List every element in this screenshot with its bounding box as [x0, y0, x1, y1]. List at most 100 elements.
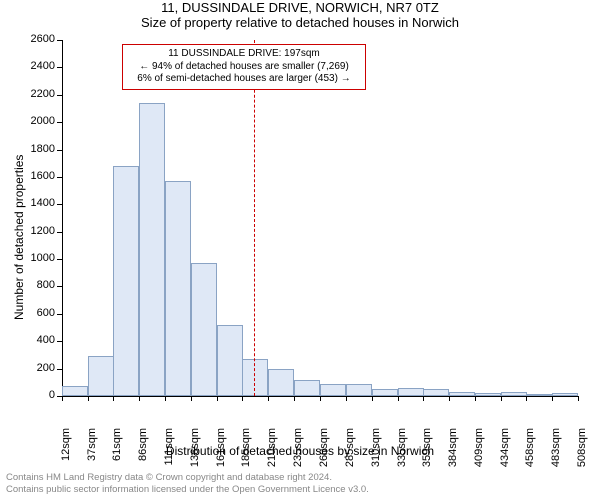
xtick-label: 235sqm — [292, 428, 304, 472]
histogram-bar — [88, 356, 114, 396]
xtick-mark — [423, 396, 424, 401]
ytick-label: 2600 — [22, 33, 55, 45]
ytick-mark — [57, 67, 62, 68]
xtick-mark — [165, 396, 166, 401]
histogram-bar — [346, 384, 372, 396]
footer-attribution: Contains HM Land Registry data © Crown c… — [6, 472, 369, 496]
callout-line1: 11 DUSSINDALE DRIVE: 197sqm — [129, 48, 359, 61]
ytick-label: 1800 — [22, 143, 55, 155]
xtick-mark — [552, 396, 553, 401]
ytick-mark — [57, 204, 62, 205]
ytick-mark — [57, 286, 62, 287]
xtick-label: 210sqm — [266, 428, 278, 472]
ytick-mark — [57, 95, 62, 96]
ytick-label: 800 — [22, 279, 55, 291]
highlight-callout: 11 DUSSINDALE DRIVE: 197sqm ← 94% of det… — [122, 44, 366, 90]
ytick-label: 600 — [22, 307, 55, 319]
xtick-mark — [242, 396, 243, 401]
footer-line1: Contains HM Land Registry data © Crown c… — [6, 472, 369, 484]
histogram-bar — [372, 389, 398, 396]
histogram-bar — [165, 181, 191, 396]
xtick-mark — [113, 396, 114, 401]
xtick-label: 335sqm — [396, 428, 408, 472]
xtick-mark — [88, 396, 89, 401]
xtick-label: 285sqm — [344, 428, 356, 472]
histogram-bar — [423, 389, 449, 396]
reference-line — [254, 40, 255, 396]
histogram-bar — [217, 325, 243, 396]
footer-line2: Contains public sector information licen… — [6, 484, 369, 496]
xtick-label: 111sqm — [163, 428, 175, 472]
xtick-label: 136sqm — [189, 428, 201, 472]
xtick-label: 260sqm — [318, 428, 330, 472]
ytick-label: 1200 — [22, 225, 55, 237]
xtick-mark — [449, 396, 450, 401]
xtick-label: 359sqm — [421, 428, 433, 472]
xtick-label: 86sqm — [137, 428, 149, 472]
xtick-mark — [139, 396, 140, 401]
histogram-bar — [268, 369, 294, 396]
xtick-label: 12sqm — [60, 428, 72, 472]
xtick-mark — [320, 396, 321, 401]
ytick-mark — [57, 232, 62, 233]
xtick-label: 384sqm — [447, 428, 459, 472]
xtick-label: 310sqm — [370, 428, 382, 472]
xtick-mark — [578, 396, 579, 401]
histogram-bar — [294, 380, 320, 396]
chart-container: 11, DUSSINDALE DRIVE, NORWICH, NR7 0TZ S… — [0, 0, 600, 500]
histogram-bar — [501, 392, 527, 396]
ytick-label: 200 — [22, 362, 55, 374]
xtick-mark — [475, 396, 476, 401]
histogram-bar — [139, 103, 165, 396]
chart-subtitle: Size of property relative to detached ho… — [0, 15, 600, 30]
xtick-mark — [62, 396, 63, 401]
ytick-mark — [57, 177, 62, 178]
xtick-label: 161sqm — [215, 428, 227, 472]
ytick-mark — [57, 341, 62, 342]
xtick-label: 37sqm — [86, 428, 98, 472]
xtick-mark — [268, 396, 269, 401]
xtick-label: 61sqm — [111, 428, 123, 472]
plot-area: 0200400600800100012001400160018002000220… — [62, 40, 578, 396]
ytick-label: 2000 — [22, 115, 55, 127]
xtick-label: 409sqm — [473, 428, 485, 472]
xtick-mark — [294, 396, 295, 401]
y-axis — [62, 40, 63, 396]
ytick-label: 0 — [22, 389, 55, 401]
histogram-bar — [320, 384, 346, 396]
callout-line2: ← 94% of detached houses are smaller (7,… — [129, 61, 359, 74]
histogram-bar — [552, 393, 578, 396]
ytick-label: 2200 — [22, 88, 55, 100]
histogram-bar — [398, 388, 424, 396]
ytick-mark — [57, 150, 62, 151]
xtick-mark — [372, 396, 373, 401]
ytick-label: 1000 — [22, 252, 55, 264]
xtick-label: 483sqm — [550, 428, 562, 472]
histogram-bar — [191, 263, 217, 396]
histogram-bar — [475, 393, 501, 396]
ytick-mark — [57, 259, 62, 260]
xtick-mark — [217, 396, 218, 401]
histogram-bar — [449, 392, 475, 396]
ytick-label: 1600 — [22, 170, 55, 182]
ytick-label: 400 — [22, 334, 55, 346]
xtick-mark — [191, 396, 192, 401]
xtick-label: 434sqm — [499, 428, 511, 472]
xtick-label: 185sqm — [240, 428, 252, 472]
histogram-bar — [62, 386, 88, 396]
chart-title: 11, DUSSINDALE DRIVE, NORWICH, NR7 0TZ — [0, 0, 600, 15]
ytick-mark — [57, 40, 62, 41]
xtick-mark — [346, 396, 347, 401]
xtick-label: 508sqm — [576, 428, 588, 472]
ytick-mark — [57, 369, 62, 370]
ytick-mark — [57, 314, 62, 315]
ytick-label: 2400 — [22, 60, 55, 72]
callout-line3: 6% of semi-detached houses are larger (4… — [129, 73, 359, 86]
ytick-mark — [57, 122, 62, 123]
xtick-label: 458sqm — [524, 428, 536, 472]
ytick-label: 1400 — [22, 197, 55, 209]
histogram-bar — [113, 166, 139, 396]
xtick-mark — [526, 396, 527, 401]
xtick-mark — [501, 396, 502, 401]
histogram-bar — [526, 394, 552, 396]
